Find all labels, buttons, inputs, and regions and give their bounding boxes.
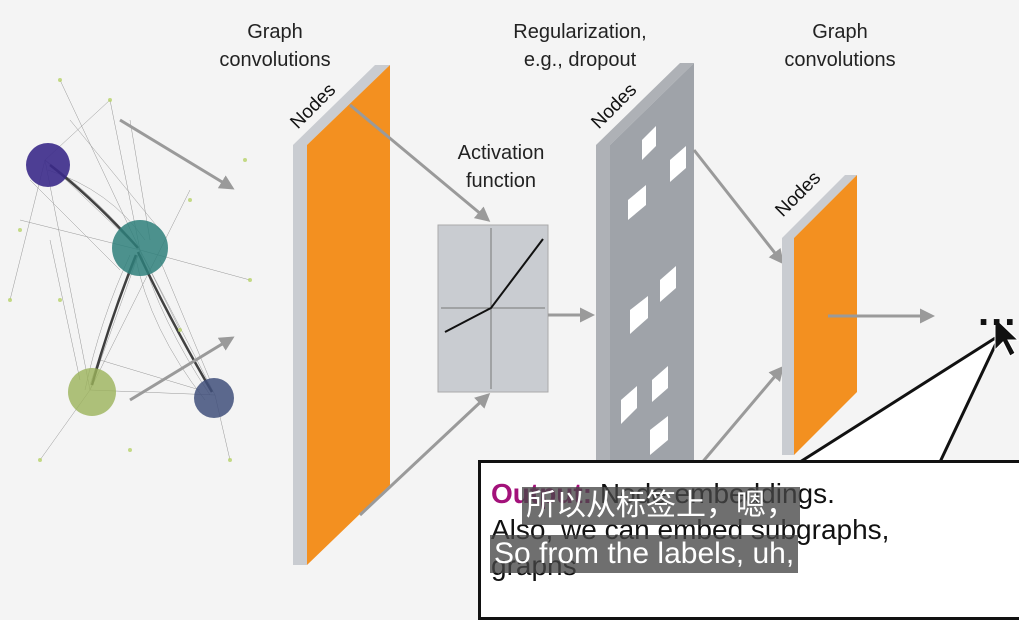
graph-convolutions-label-1: Graph convolutions [219,21,331,71]
arrow-dropout-bottom [698,365,784,466]
graph-convolution-layer-2 [782,175,857,455]
arrow-dropout-to-layer2 [692,149,784,265]
network-graph-image [8,78,252,462]
arrow-graph-to-layer1-b [129,336,235,402]
subtitle-chinese: 所以从标签上，嗯， [522,487,800,525]
arrow-layer1-bottom [358,392,491,517]
activation-function-label: Activation function [457,142,545,192]
graph-convolution-layer-1 [293,65,390,565]
dropout-layer [596,63,694,470]
activation-function-panel [437,224,549,393]
regularization-label: Regularization, e.g., dropout [513,21,647,71]
diagram-canvas [8,63,1019,565]
mouse-cursor-icon [994,316,1019,357]
subtitle-english: So from the labels, uh, [490,535,799,573]
graph-convolutions-label-2: Graph convolutions [784,21,896,71]
arrow-graph-to-layer1-a [119,118,235,190]
ellipsis-label: ... [978,290,1018,334]
arrow-layer1-to-activation [349,103,491,222]
